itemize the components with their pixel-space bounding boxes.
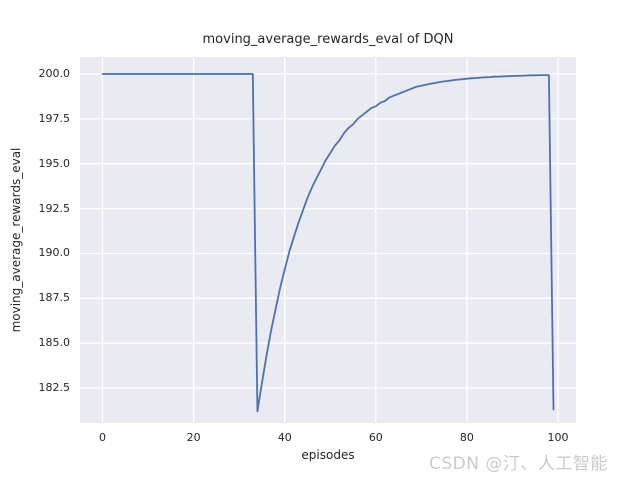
y-tick-label: 195.0 <box>38 156 71 170</box>
y-tick-label: 185.0 <box>38 336 71 350</box>
chart-title: moving_average_rewards_eval of DQN <box>202 32 454 47</box>
y-tick-label: 200.0 <box>38 67 71 81</box>
x-tick-label: 20 <box>186 431 201 444</box>
y-tick-label: 192.5 <box>38 201 71 215</box>
watermark: CSDN @汀、人工智能 <box>429 454 608 474</box>
y-tick-label: 187.5 <box>38 291 71 305</box>
y-tick-label: 182.5 <box>38 381 71 394</box>
y-axis-label: moving_average_rewards_eval <box>9 147 23 333</box>
x-tick-label: 0 <box>99 431 107 444</box>
x-tick-label: 40 <box>277 431 292 444</box>
plot-svg <box>80 57 576 423</box>
x-tick-label: 80 <box>459 431 474 444</box>
line-series-dqn <box>101 73 555 413</box>
x-tick-label: 60 <box>368 431 383 444</box>
y-tick-label: 190.0 <box>38 246 71 260</box>
x-tick-label: 100 <box>547 431 569 444</box>
plot-area <box>80 57 576 423</box>
x-axis-label: episodes <box>301 448 355 462</box>
y-tick-label: 197.5 <box>38 111 71 125</box>
